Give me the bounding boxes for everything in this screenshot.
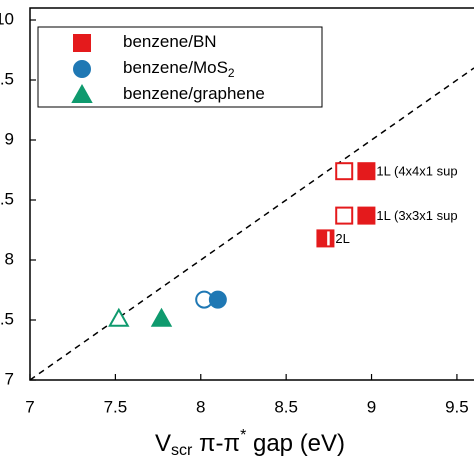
y-tick-label: 7.5: [0, 309, 14, 328]
marker: [357, 162, 376, 181]
x-tick-label: 7: [25, 397, 34, 416]
reference-line: [30, 67, 474, 380]
x-tick-label: 8: [196, 397, 205, 416]
marker: [73, 34, 91, 52]
legend-text: benzene/MoS: [123, 58, 228, 77]
marker: [73, 60, 91, 78]
legend-label: benzene/BN: [123, 32, 217, 51]
marker: [208, 290, 227, 309]
y-tick-label: 8: [5, 249, 14, 268]
legend-label: benzene/MoS2: [123, 58, 235, 80]
legend-text: benzene/BN: [123, 32, 217, 51]
y-tick-label: 9: [5, 129, 14, 148]
marker: [316, 229, 335, 248]
marker: [357, 206, 376, 225]
y-tick-label: 8.5: [0, 189, 14, 208]
marker: [335, 206, 354, 225]
legend-label: benzene/graphene: [123, 84, 265, 103]
x-tick-label: 9: [367, 397, 376, 416]
annotation: 1L (4x4x1 sup: [376, 164, 457, 179]
marker: [335, 162, 354, 181]
marker: [108, 307, 130, 327]
x-tick-label: 7.5: [104, 397, 128, 416]
legend-text: 2: [228, 66, 235, 80]
y-tick-label: 7: [5, 369, 14, 388]
marker: [71, 83, 93, 103]
plot-frame: [29, 7, 474, 381]
x-axis-label: Vscr π-π* gap (eV): [155, 427, 345, 459]
legend-text: benzene/graphene: [123, 84, 265, 103]
x-tick-label: 9.5: [445, 397, 469, 416]
annotation: 2L: [335, 231, 349, 246]
marker: [150, 307, 173, 327]
x-tick-label: 8.5: [274, 397, 298, 416]
y-tick-label: 10: [0, 9, 14, 28]
y-tick-label: 9.5: [0, 69, 14, 88]
annotation: 1L (3x3x1 sup: [376, 208, 457, 223]
